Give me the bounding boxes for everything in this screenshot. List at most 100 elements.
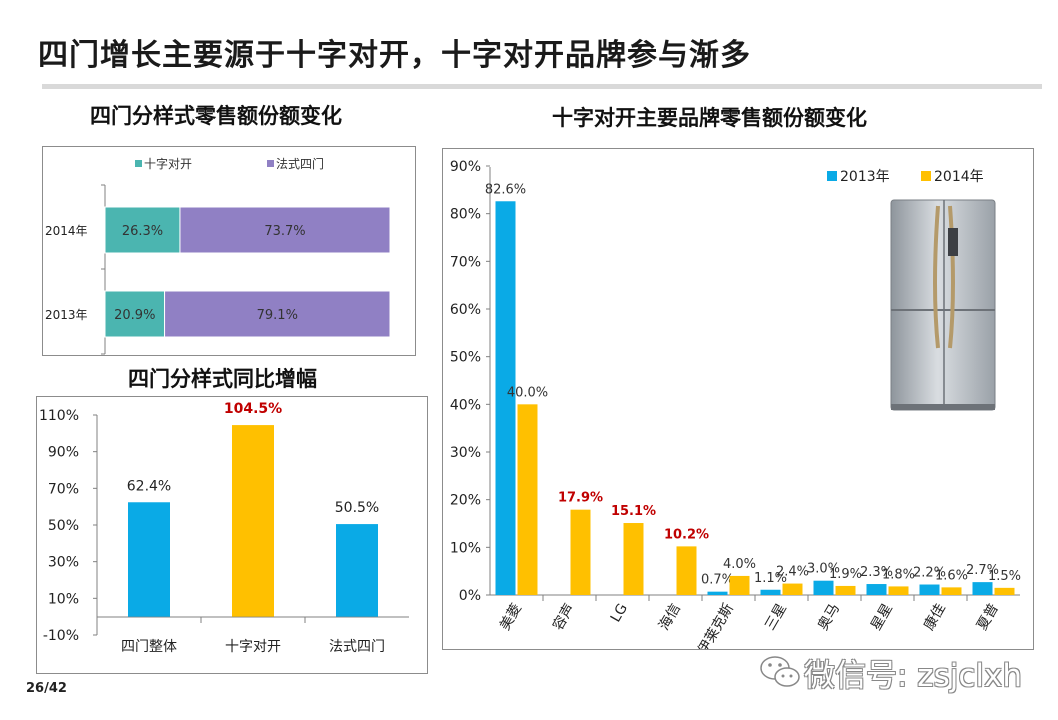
y-tick-label: 70% <box>48 481 79 497</box>
y-tick-label: 10% <box>48 591 79 607</box>
category-label: 十字对开 <box>225 639 281 655</box>
chart2-panel: 110% 90% 70% 50% 30% 10% -10% 62.4% 四门整体 104.5% 十… <box>36 396 428 674</box>
chart2-title: 四门分样式同比增幅 <box>128 367 317 391</box>
page-number: 26/42 <box>26 681 67 696</box>
brand-value-label: 2.2% <box>913 566 946 581</box>
brand-bar-2014-8 <box>941 587 962 595</box>
brand-bar-2013-0 <box>495 201 516 596</box>
brand-bar-2014-1 <box>570 509 591 595</box>
y-tick-label: 60% <box>450 302 481 318</box>
brand-value-label: 0.7% <box>701 573 734 588</box>
y-tick-label: 40% <box>450 397 481 413</box>
y-tick-label: -10% <box>43 628 79 644</box>
y-tick-label: 80% <box>450 207 481 223</box>
brand-label: LG <box>608 601 631 625</box>
brand-label: 康佳 <box>920 601 949 634</box>
y-tick-label: 10% <box>450 540 481 556</box>
wechat-watermark: 微信号: zsjclxh <box>758 648 1048 696</box>
y-tick-label: 30% <box>450 445 481 461</box>
bar-value-label: 79.1% <box>257 308 298 323</box>
y-tick-label: 110% <box>39 408 79 424</box>
brand-bar-2014-5 <box>782 583 803 595</box>
legend-swatch-french <box>267 160 274 167</box>
growth-chart: 110% 90% 70% 50% 30% 10% -10% 62.4% 四门整体 104.5% 十… <box>39 401 409 655</box>
brand-value-label: 2.4% <box>776 565 809 580</box>
chart1-panel: 十字对开 法式四门 2014年 2013年 26.3% 73.7% 20.9% 79.… <box>42 146 416 356</box>
y-tick-label: 30% <box>48 555 79 571</box>
growth-value-label: 62.4% <box>127 478 171 494</box>
brand-share-chart: 90% 80% 70% 60% 50% 40% 30% 20% 10% 0% 82.6% 40.0%… <box>450 159 1021 657</box>
brand-bar-2013-6 <box>813 580 834 595</box>
growth-value-label: 104.5% <box>224 401 282 417</box>
stacked-share-chart: 十字对开 法式四门 2014年 2013年 26.3% 73.7% 20.9% 79.… <box>45 156 391 355</box>
chart1-title: 四门分样式零售额份额变化 <box>90 104 342 128</box>
brand-label: 容声 <box>549 601 578 634</box>
category-label-2014: 2014年 <box>45 224 88 238</box>
brand-bar-2014-2 <box>623 523 644 595</box>
y-tick-label: 20% <box>450 493 481 509</box>
growth-bar-1 <box>232 425 274 617</box>
brand-bar-2014-0 <box>517 404 538 595</box>
brand-value-label: 10.2% <box>664 527 709 542</box>
brand-value-label: 40.0% <box>507 385 548 400</box>
legend-swatch-2014 <box>921 171 931 181</box>
legend-label-french: 法式四门 <box>276 156 324 171</box>
wechat-icon <box>760 656 800 687</box>
brand-label: 星星 <box>868 601 896 633</box>
brand-bar-2013-5 <box>760 589 781 595</box>
bar-value-label: 26.3% <box>122 224 163 239</box>
brand-value-label: 1.8% <box>882 567 915 582</box>
brand-value-label: 2.3% <box>860 565 893 580</box>
brand-bar-2013-9 <box>972 582 993 595</box>
bar-value-label: 20.9% <box>114 308 155 323</box>
brand-value-label: 2.7% <box>966 563 999 578</box>
title-divider <box>42 84 1042 89</box>
y-tick-label: 50% <box>48 518 79 534</box>
brand-value-label: 17.9% <box>558 491 603 506</box>
brand-value-label: 82.6% <box>485 182 526 197</box>
y-tick-label: 90% <box>48 445 79 461</box>
brand-label: 奥马 <box>814 601 843 634</box>
legend-label-cross: 十字对开 <box>144 156 192 171</box>
y-tick-label: 0% <box>459 588 481 604</box>
watermark-text: 微信号: zsjclxh <box>804 658 1022 694</box>
brand-value-label: 3.0% <box>807 562 840 577</box>
category-label-2013: 2013年 <box>45 308 88 322</box>
legend-label-2013: 2013年 <box>840 169 890 185</box>
growth-value-label: 50.5% <box>335 500 379 516</box>
brand-bar-2013-8 <box>919 584 940 595</box>
brand-label: 海信 <box>656 601 684 633</box>
brand-label: 夏普 <box>974 601 1002 633</box>
brand-bar-2014-4 <box>729 575 750 595</box>
growth-bar-0 <box>128 502 170 617</box>
brand-bar-2014-9 <box>994 587 1015 595</box>
brand-value-label: 1.6% <box>935 568 968 583</box>
fridge-image <box>890 199 996 411</box>
brand-value-label: 1.5% <box>988 569 1021 584</box>
legend-swatch-cross <box>135 160 142 167</box>
bar-french-0 <box>179 206 391 254</box>
brand-value-label: 1.1% <box>754 571 787 586</box>
brand-value-label: 4.0% <box>723 557 756 572</box>
brand-label: 伊莱克斯 <box>695 601 737 649</box>
growth-bar-2 <box>336 524 378 617</box>
category-label: 法式四门 <box>329 639 385 655</box>
y-tick-label: 90% <box>450 159 481 175</box>
y-tick-label: 50% <box>450 350 481 366</box>
bar-value-label: 73.7% <box>264 224 305 239</box>
legend-label-2014: 2014年 <box>934 169 984 185</box>
category-label: 四门整体 <box>121 639 177 655</box>
chart3-title: 十字对开主要品牌零售额份额变化 <box>552 106 867 130</box>
page-title: 四门增长主要源于十字对开，十字对开品牌参与渐多 <box>38 38 751 73</box>
brand-label: 美菱 <box>497 601 525 633</box>
bar-cross-0 <box>104 206 181 254</box>
brand-bar-2014-3 <box>676 546 697 595</box>
brand-value-label: 1.9% <box>829 567 862 582</box>
bar-french-1 <box>164 290 391 338</box>
brand-bar-2013-7 <box>866 584 887 595</box>
brand-value-label: 15.1% <box>611 504 656 519</box>
brand-bar-2013-4 <box>707 591 728 595</box>
brand-label: 三星 <box>762 601 790 633</box>
bar-cross-1 <box>104 290 166 338</box>
brand-bar-2014-7 <box>888 586 909 595</box>
